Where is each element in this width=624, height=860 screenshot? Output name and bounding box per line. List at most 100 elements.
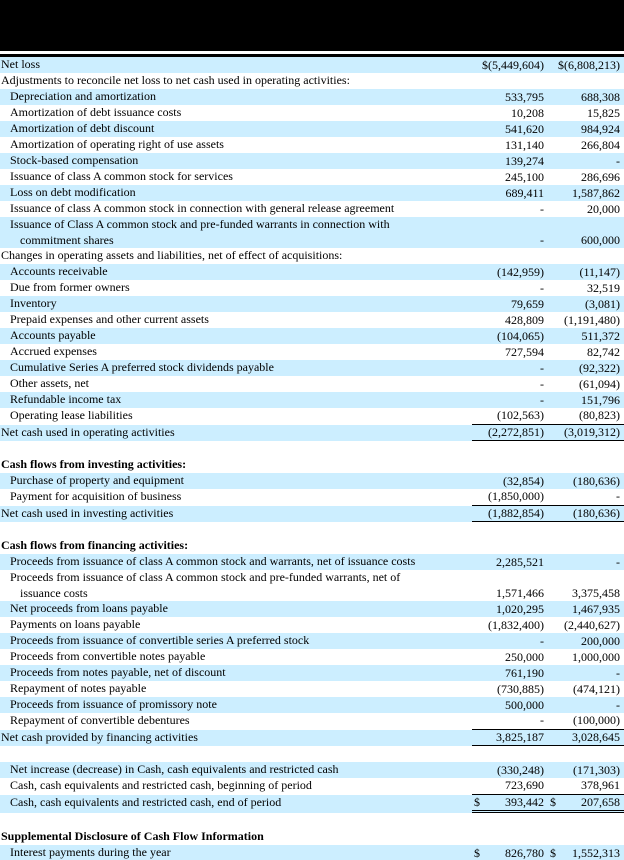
amount-value: (142,959) <box>497 264 544 279</box>
table-row: Net proceeds from loans payable 1,020,29… <box>0 601 624 617</box>
row-label: Inventory <box>10 296 57 310</box>
amount-col2-cell: (3,019,312) <box>548 425 624 441</box>
amount-value: 761,190 <box>505 665 544 680</box>
amount-value: 1,000,000 <box>572 649 620 664</box>
amount-col2-cell: - <box>548 697 624 713</box>
amount-col1-cell: (1,882,854) <box>472 506 548 522</box>
row-label: Loss on debt modification <box>10 185 136 199</box>
row-label: Accrued expenses <box>10 344 97 358</box>
table-row: Refundable income tax - 151,796 <box>0 392 624 408</box>
amount-col1-cell: - <box>472 392 548 408</box>
amount-value: 393,442 <box>505 794 544 809</box>
amount-value: - <box>540 201 544 216</box>
row-label: Changes in operating assets and liabilit… <box>1 248 343 262</box>
amount-value: 689,411 <box>505 185 544 200</box>
row-label: Amortization of operating right of use a… <box>10 137 224 151</box>
row-label: Cash flows from investing activities: <box>1 457 187 471</box>
amount-value: - <box>540 376 544 391</box>
table-row: Cash, cash equivalents and restricted ca… <box>0 778 624 795</box>
spacer-row <box>0 746 624 762</box>
row-label: Depreciation and amortization <box>10 89 156 103</box>
amount-value: 32,519 <box>587 280 620 295</box>
amount-value: 250,000 <box>505 649 544 664</box>
amount-col2-cell: $207,658 <box>548 795 624 813</box>
amount-value: 1,552,313 <box>572 845 620 860</box>
amount-value: (474,121) <box>573 681 620 696</box>
amount-value: (180,636) <box>573 473 620 488</box>
amount-col2-cell: 20,000 <box>548 201 624 217</box>
amount-value: - <box>540 392 544 407</box>
amount-value: 541,620 <box>505 121 544 136</box>
row-label: Issuance of class A common stock in conn… <box>10 201 395 215</box>
amount-col2-cell <box>548 248 624 264</box>
amount-value: $(5,449,604) <box>482 57 544 72</box>
table-row: Issuance of class A common stock in conn… <box>0 201 624 217</box>
amount-col2-cell: - <box>548 665 624 681</box>
row-label-continuation: commitment shares <box>20 232 114 247</box>
amount-value: 1,020,295 <box>496 601 544 616</box>
amount-col1-cell <box>472 538 548 554</box>
row-label: Cumulative Series A preferred stock divi… <box>10 360 274 374</box>
amount-value: (104,065) <box>497 328 544 343</box>
amount-col1-cell: 1,020,295 <box>472 601 548 617</box>
amount-col1-cell: $826,780 <box>472 845 548 860</box>
amount-col1-cell: 79,659 <box>472 296 548 312</box>
table-row: Accrued expenses 727,594 82,742 <box>0 344 624 360</box>
amount-value: (180,636) <box>573 505 620 520</box>
table-row: Depreciation and amortization 533,795 68… <box>0 89 624 105</box>
row-label: Operating lease liabilities <box>10 408 133 422</box>
table-row: Proceeds from notes payable, net of disc… <box>0 665 624 681</box>
amount-value: 286,696 <box>581 169 620 184</box>
table-row: Changes in operating assets and liabilit… <box>0 248 624 264</box>
amount-col2-cell: 1,467,935 <box>548 601 624 617</box>
amount-col2-cell: 15,825 <box>548 105 624 121</box>
amount-col2-cell: (11,147) <box>548 264 624 280</box>
amount-col2-cell: 984,924 <box>548 121 624 137</box>
amount-value: - <box>540 633 544 648</box>
row-label: Stock-based compensation <box>10 153 139 167</box>
amount-value: - <box>540 280 544 295</box>
amount-col2-cell: 200,000 <box>548 633 624 649</box>
amount-col2-cell: (3,081) <box>548 296 624 312</box>
table-row: Interest payments during the year $826,7… <box>0 845 624 860</box>
amount-value: 266,804 <box>581 137 620 152</box>
amount-col1-cell: 500,000 <box>472 697 548 713</box>
amount-value: 151,796 <box>581 392 620 407</box>
amount-col2-cell: 3,375,458 <box>548 570 624 601</box>
table-row: Payment for acquisition of business (1,8… <box>0 489 624 506</box>
amount-col1-cell: (32,854) <box>472 473 548 489</box>
amount-value: 3,825,187 <box>496 729 544 744</box>
row-label: Prepaid expenses and other current asset… <box>10 312 209 326</box>
row-label: Net loss <box>1 57 40 71</box>
amount-value: 984,924 <box>581 121 620 136</box>
row-label: Proceeds from notes payable, net of disc… <box>10 665 226 679</box>
row-label: Accounts receivable <box>10 264 108 278</box>
amount-col1-cell: (102,563) <box>472 408 548 425</box>
table-row: Proceeds from issuance of promissory not… <box>0 697 624 713</box>
amount-col1-cell: 139,274 <box>472 153 548 169</box>
amount-col2-cell: (80,823) <box>548 408 624 425</box>
amount-col1-cell: 2,285,521 <box>472 554 548 570</box>
row-label: Payment for acquisition of business <box>10 489 182 503</box>
amount-col2-cell: 32,519 <box>548 280 624 296</box>
table-row: Inventory 79,659 (3,081) <box>0 296 624 312</box>
amount-col2-cell: (180,636) <box>548 473 624 489</box>
row-label: Proceeds from issuance of class A common… <box>0 570 472 601</box>
amount-col1-cell: - <box>472 217 548 248</box>
amount-col2-cell: (92,322) <box>548 360 624 376</box>
table-row: Prepaid expenses and other current asset… <box>0 312 624 328</box>
amount-value: 378,961 <box>581 778 620 792</box>
amount-col1-cell: 761,190 <box>472 665 548 681</box>
amount-value: (1,191,480) <box>564 312 620 327</box>
row-label: Net cash used in investing activities <box>1 505 174 520</box>
row-label: Net proceeds from loans payable <box>10 601 168 615</box>
top-divider <box>0 51 624 54</box>
amount-value: (100,000) <box>573 713 620 727</box>
amount-col1-cell: (330,248) <box>472 762 548 778</box>
amount-value: (1,850,000) <box>488 489 544 503</box>
amount-col1-cell: $393,442 <box>472 794 548 813</box>
amount-col2-cell <box>548 73 624 89</box>
amount-col2-cell <box>548 457 624 473</box>
amount-value: 500,000 <box>505 697 544 712</box>
table-row: Loss on debt modification 689,411 1,587,… <box>0 185 624 201</box>
